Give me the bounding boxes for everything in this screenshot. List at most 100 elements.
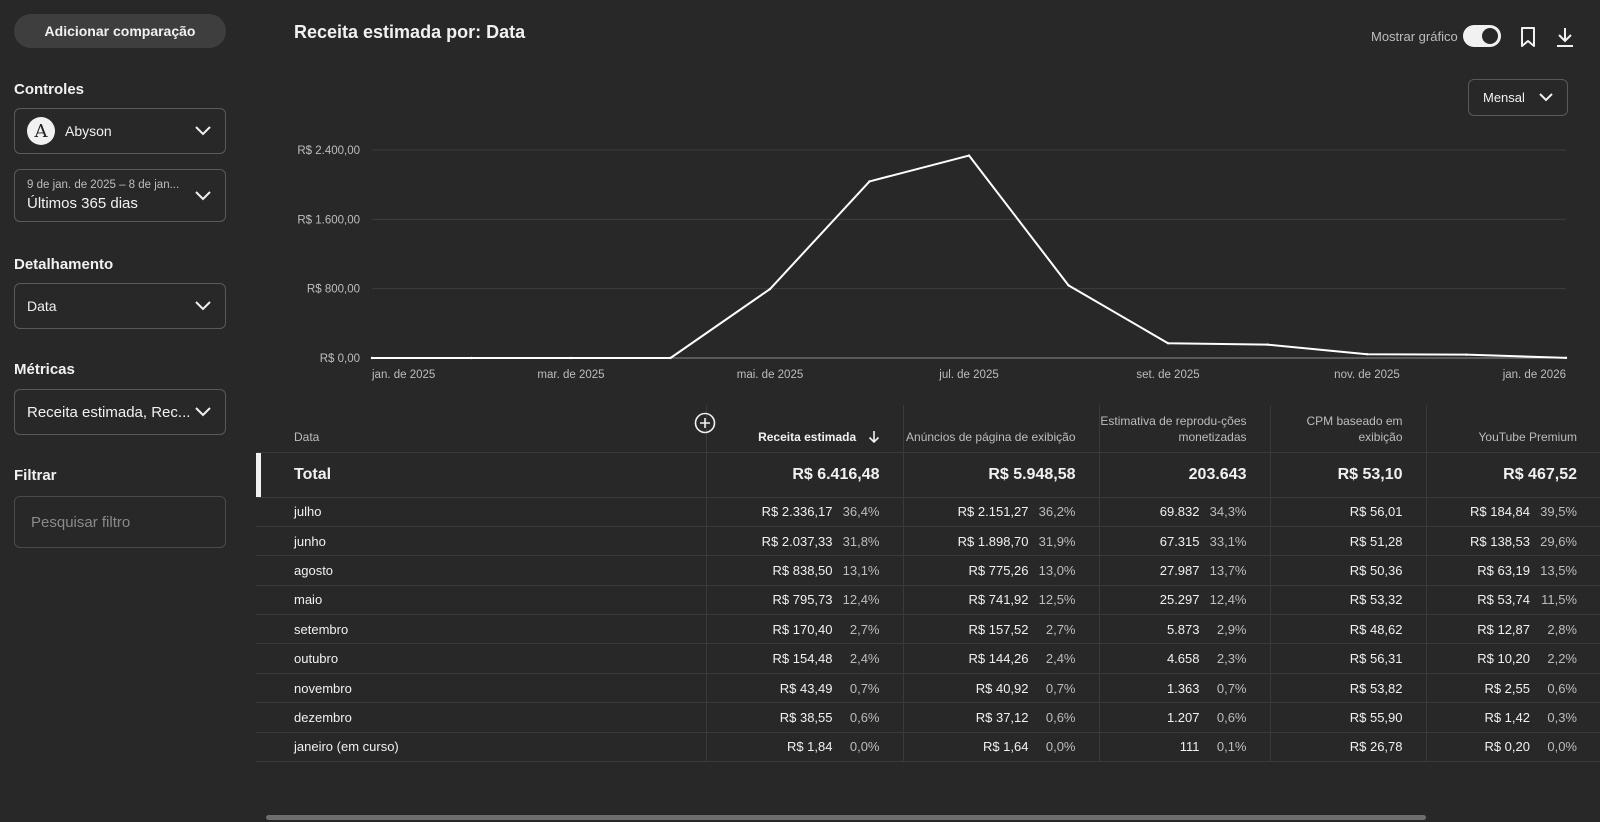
data-point [1564,356,1568,360]
premium-cell: R$ 12,87 2,8% [1425,614,1600,645]
premium-cell: R$ 2,55 0,6% [1425,673,1600,704]
revenue-percent: 13,1% [842,562,880,578]
display-ads-value: R$ 1,64 [982,739,1029,755]
playbacks-cell: 67.315 33,1% [1098,526,1270,557]
playbacks-cell: 25.297 12,4% [1098,585,1270,616]
cpm-value: R$ 55,90 [1349,709,1403,725]
breakdown-select[interactable]: Data [14,283,226,329]
filter-search-input[interactable] [14,496,226,548]
date-range-select[interactable]: 9 de jan. de 2025 – 8 de jan... Últimos … [14,169,226,222]
display-ads-cell: R$ 741,92 12,5% [902,585,1099,616]
playbacks-percent: 13,7% [1209,562,1247,578]
revenue-value: R$ 1,84 [786,739,833,755]
revenue-percent: 0,0% [849,739,880,755]
chevron-down-icon [195,190,211,200]
metrics-select[interactable]: Receita estimada, Rec... [14,389,226,435]
premium-value: R$ 0,20 [1484,739,1530,755]
display-ads-value: R$ 37,12 [975,709,1029,725]
table-row[interactable]: setembro R$ 170,40 2,7% R$ 157,52 2,7% 5.873 2… [256,614,1600,645]
table-row[interactable]: novembro R$ 43,49 0,7% R$ 40,92 0,7% 1.363 0,7… [256,673,1600,704]
table-row[interactable]: agosto R$ 838,50 13,1% R$ 775,26 13,0% 27.987… [256,555,1600,586]
playbacks-percent: 0,6% [1216,709,1247,725]
total-playbacks: 203.643 [1098,452,1270,498]
data-point [569,356,573,360]
x-tick-label: jan. de 2025 [371,369,435,381]
display-ads-percent: 31,9% [1038,533,1076,549]
revenue-cell: R$ 1,84 0,0% [705,732,903,763]
cpm-value: R$ 48,62 [1349,621,1403,637]
show-chart-toggle[interactable] [1463,25,1501,47]
date-label: maio [294,592,323,608]
table-row[interactable]: outubro R$ 154,48 2,4% R$ 144,26 2,4% 4.658 2,… [256,643,1600,674]
premium-cell: R$ 0,20 0,0% [1425,732,1600,763]
column-header-playbacks[interactable]: Estimativa de reprodu-ções monetizadas [1098,405,1270,453]
chevron-down-icon [195,301,211,311]
breakdown-label: Detalhamento [14,256,114,273]
metrics-value: Receita estimada, Rec... [27,403,191,421]
playbacks-value: 27.987 [1159,562,1200,578]
cpm-cell: R$ 56,01 [1269,497,1426,527]
x-tick-label: mai. de 2025 [737,369,804,381]
bookmark-icon[interactable] [1516,25,1540,49]
playbacks-cell: 5.873 2,9% [1098,614,1270,645]
total-revenue: R$ 6.416,48 [705,452,903,498]
metrics-label: Métricas [14,361,75,378]
period-select[interactable]: Mensal [1468,79,1568,116]
date-cell: maio [256,585,706,616]
total-label: Total [294,465,332,483]
revenue-value: R$ 154,48 [772,651,833,667]
column-header-display-ads[interactable]: Anúncios de página de exibição [902,405,1099,453]
chevron-down-icon [1539,93,1553,102]
data-point [1166,342,1170,345]
table-row[interactable]: dezembro R$ 38,55 0,6% R$ 37,12 0,6% 1.207 0,6… [256,702,1600,733]
horizontal-scrollbar[interactable] [266,815,1426,820]
playbacks-percent: 12,4% [1209,592,1247,608]
display-ads-value: R$ 144,26 [968,651,1029,667]
revenue-cell: R$ 38,55 0,6% [705,702,903,733]
add-column-icon[interactable] [694,412,716,434]
display-ads-cell: R$ 37,12 0,6% [902,702,1099,733]
display-ads-value: R$ 1.898,70 [957,533,1029,549]
column-header-revenue-label: Receita estimada [758,429,857,444]
date-label: outubro [294,651,339,667]
display-ads-value: R$ 157,52 [968,621,1029,637]
revenue-percent: 12,4% [842,592,880,608]
cpm-cell: R$ 26,78 [1269,732,1426,763]
cpm-value: R$ 56,01 [1349,504,1403,520]
add-comparison-button[interactable]: Adicionar comparação [14,14,226,48]
cpm-cell: R$ 48,62 [1269,614,1426,645]
series-line [372,154,1567,359]
cpm-value: R$ 50,36 [1349,562,1403,578]
date-label: novembro [294,680,352,696]
display-ads-cell: R$ 775,26 13,0% [902,555,1099,586]
column-header-revenue[interactable]: Receita estimada [705,405,903,453]
table-row[interactable]: janeiro (em curso) R$ 1,84 0,0% R$ 1,64 0,0%… [256,732,1600,763]
table-row[interactable]: julho R$ 2.336,17 36,4% R$ 2.151,27 36,2% 69.… [256,497,1600,527]
data-point [1365,353,1369,356]
revenue-cell: R$ 838,50 13,1% [705,555,903,586]
date-cell: dezembro [256,702,706,733]
date-label: julho [294,504,322,520]
column-header-cpm[interactable]: CPM baseado em exibição [1269,405,1426,453]
y-tick-label: R$ 800,00 [307,284,360,296]
table-row[interactable]: maio R$ 795,73 12,4% R$ 741,92 12,5% 25.297 12… [256,585,1600,616]
premium-cell: R$ 184,84 39,5% [1425,497,1600,527]
sort-descending-icon[interactable] [868,430,880,443]
display-ads-value: R$ 40,92 [975,680,1029,696]
display-ads-percent: 0,0% [1045,739,1076,755]
revenue-cell: R$ 154,48 2,4% [705,643,903,674]
playbacks-percent: 0,7% [1216,680,1247,696]
channel-select[interactable]: A Abyson [14,108,226,154]
playbacks-cell: 69.832 34,3% [1098,497,1270,527]
chevron-down-icon [195,407,211,417]
data-point [768,287,772,291]
column-header-date[interactable]: Data [256,405,716,453]
playbacks-value: 25.297 [1159,592,1200,608]
table-row[interactable]: junho R$ 2.037,33 31,8% R$ 1.898,70 31,9% 67.… [256,526,1600,557]
column-header-premium[interactable]: YouTube Premium [1425,405,1600,453]
download-icon[interactable] [1553,25,1577,49]
x-tick-label: set. de 2025 [1136,369,1199,381]
premium-value: R$ 63,19 [1477,562,1530,578]
revenue-line-chart: R$ 0,00 R$ 800,00 R$ 1.600,00 R$ 2.400,00 ja… [297,145,1568,381]
revenue-value: R$ 2.336,17 [761,504,833,520]
